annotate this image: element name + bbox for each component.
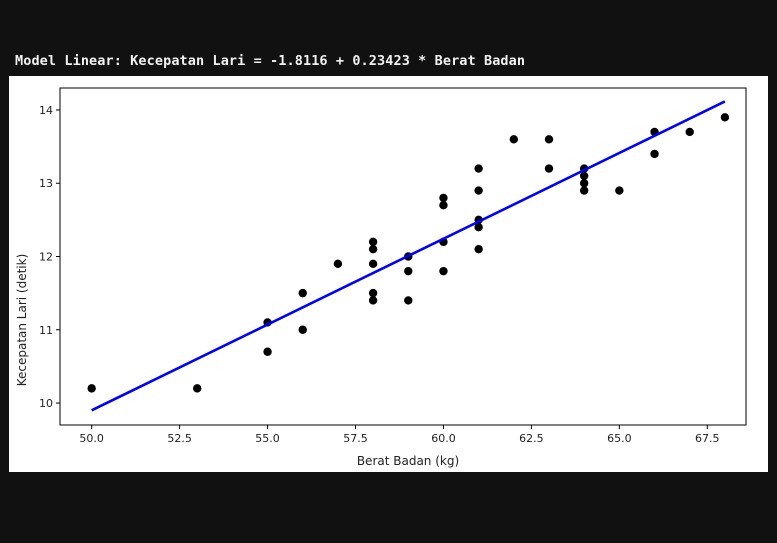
- y-tick-label: 10: [39, 397, 53, 410]
- x-tick-label: 67.5: [695, 432, 720, 445]
- x-tick-label: 62.5: [519, 432, 544, 445]
- data-point: [474, 186, 483, 195]
- data-point: [544, 164, 554, 173]
- data-point: [615, 186, 624, 195]
- data-point: [298, 325, 307, 334]
- data-point: [579, 171, 589, 181]
- data-point: [544, 135, 554, 144]
- data-point: [298, 288, 307, 298]
- data-point: [474, 164, 483, 173]
- notebook-top-area: [0, 0, 777, 50]
- data-point: [439, 201, 448, 210]
- x-tick-label: 52.5: [167, 432, 192, 445]
- data-point: [368, 244, 378, 254]
- notebook-bottom-area: [0, 472, 777, 543]
- data-point: [579, 179, 589, 188]
- data-point: [368, 296, 378, 305]
- x-tick-label: 65.0: [607, 432, 632, 445]
- data-point: [404, 266, 413, 276]
- data-point: [650, 149, 659, 159]
- data-point: [368, 288, 378, 298]
- y-tick-label: 11: [39, 324, 53, 337]
- model-output-text: Model Linear: Kecepatan Lari = -1.8116 +…: [15, 53, 526, 69]
- x-axis-label: Berat Badan (kg): [357, 454, 459, 468]
- data-point: [509, 135, 519, 144]
- data-point: [404, 296, 413, 305]
- data-point: [368, 259, 378, 269]
- data-point: [720, 113, 730, 122]
- x-tick-label: 50.0: [79, 432, 104, 445]
- data-point: [439, 193, 448, 203]
- data-point: [579, 186, 589, 195]
- data-point: [87, 384, 96, 393]
- y-axis-label: Kecepatan Lari (detik): [15, 254, 29, 387]
- data-point: [474, 222, 483, 232]
- y-tick-label: 13: [39, 177, 53, 190]
- data-point: [368, 237, 378, 247]
- y-tick-label: 12: [39, 251, 53, 264]
- data-point: [439, 266, 448, 276]
- y-tick-label: 14: [39, 104, 53, 117]
- data-point: [333, 259, 343, 269]
- data-point: [685, 127, 694, 137]
- x-tick-label: 60.0: [431, 432, 456, 445]
- regression-line: [91, 100, 726, 412]
- scatter-chart: 50.0 52.5 55.0 57.5 60.0 62.5 65.0 67.5 10 11 12 13…: [15, 87, 747, 468]
- x-tick-label: 57.5: [343, 432, 368, 445]
- x-tick-label: 55.0: [255, 432, 280, 445]
- data-point: [263, 347, 272, 356]
- figure-panel: 50.0 52.5 55.0 57.5 60.0 62.5 65.0 67.5 10 11 12 13…: [9, 76, 768, 472]
- data-point: [193, 384, 202, 393]
- data-point: [474, 244, 483, 254]
